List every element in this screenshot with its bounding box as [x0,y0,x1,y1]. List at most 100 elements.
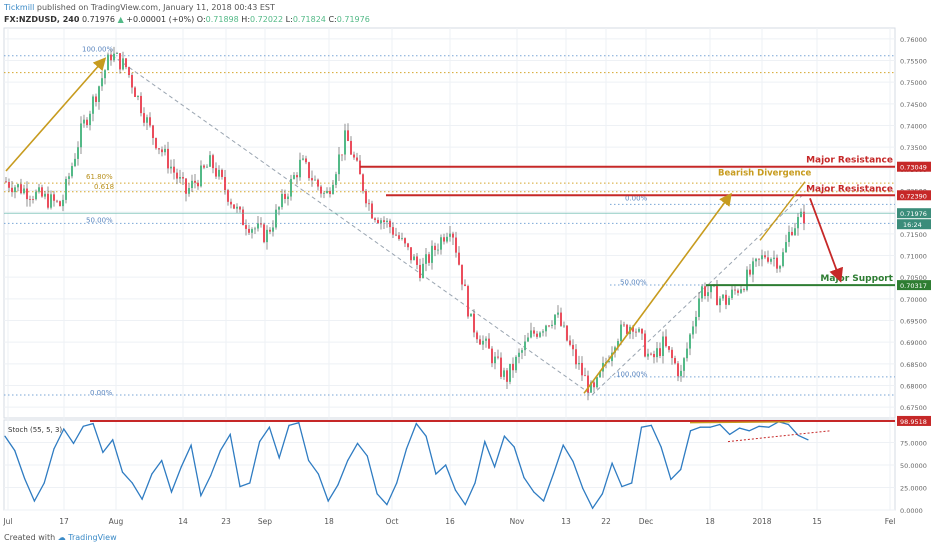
stoch-point [327,500,329,502]
support-label: Major Support [820,274,893,284]
candle-body [146,117,148,123]
candle-body [257,223,259,229]
candle-body [263,224,265,243]
candle-body [155,138,157,149]
candle-body [341,154,343,156]
close-label: C: [328,15,337,24]
stoch-point [680,468,682,471]
y-tick-label: 0.71000 [900,253,927,261]
stoch-high-tag [897,415,931,426]
candle-body [533,330,535,334]
x-tick-label: Oct [386,517,399,526]
candle-body [548,325,550,327]
stoch-point [601,493,603,495]
level-price-tag [897,161,931,172]
candle-body [380,220,382,224]
stoch-point [63,428,65,430]
candle-body [206,166,208,168]
candle-body [416,256,418,265]
stoch-point [787,423,790,426]
candle-body [569,340,571,345]
stoch-point [631,482,633,484]
candle-body [173,166,175,173]
stoch-point [131,482,133,484]
candle-body [551,324,553,326]
y-tick-label: 0.68500 [900,361,927,369]
candle-body [698,298,700,317]
candle-body [152,125,154,139]
candle-body [248,228,250,233]
candle-body [596,377,598,388]
candle-body [719,298,721,306]
stoch-point [72,442,75,444]
candle-body [470,313,472,317]
stoch-point [523,477,525,479]
candle-body [704,286,706,297]
stoch-point [180,466,182,468]
publisher-name[interactable]: Tickmill [4,3,35,12]
candle-body [482,340,484,345]
candle-body [716,286,718,306]
stoch-point [689,430,692,432]
change-value: +0.00001 (+0%) [126,15,195,24]
candle-body [53,194,55,201]
candle-body [335,174,337,185]
candle-body [338,154,340,175]
candle-body [575,349,577,365]
candle-body [680,370,682,377]
candle-body [791,231,793,236]
stoch-point [82,425,84,427]
open-value: 0.71898 [205,15,239,24]
candle-body [365,191,367,204]
candle-body [518,352,520,357]
candle-body [200,165,202,187]
candle-body [620,324,622,342]
candle-body [473,313,475,333]
candle-body [764,255,766,258]
stoch-tick-label: 50.0000 [900,462,927,470]
candle-body [428,254,430,263]
candle-body [674,358,676,364]
stoch-point [640,426,643,428]
candle-body [662,336,664,356]
stoch-point [768,426,770,428]
candle-body [140,95,142,114]
fib-label: 50.00% [86,216,113,224]
stoch-point [43,482,45,484]
x-tick-label: 15 [812,517,822,526]
candle-body [734,289,736,291]
stoch-point [484,441,486,443]
y-tick-label: 0.74000 [900,123,927,131]
candle-body [731,289,733,298]
stoch-point [210,475,212,477]
y-tick-label: 0.75500 [900,58,927,66]
candle-body [449,233,451,237]
candle-body [32,199,34,200]
candle-body [176,172,178,179]
candle-body [119,53,121,70]
candle-body [320,186,322,194]
stoch-point [591,507,594,509]
stoch-point [533,491,535,493]
candle-body [110,54,112,61]
candle-body [5,181,7,183]
tradingview-brand[interactable]: TradingView [68,533,117,542]
candle-body [443,237,445,242]
candle-body [272,227,274,232]
candle-body [374,218,376,220]
x-tick-label: Dec [639,517,654,526]
stoch-point [670,478,672,480]
published-text: published on TradingView.com, January 11… [36,3,275,12]
candle-body [746,269,748,291]
candle-body [209,155,211,167]
candle-body [653,354,655,358]
x-tick-label: Nov [510,517,525,526]
candle-body [125,58,127,68]
fib-label: 100.00% [616,371,647,379]
last-price-label: 0.71976 [900,210,927,218]
candle-body [776,257,778,269]
x-tick-label: 23 [221,517,231,526]
candle-body [395,234,397,236]
stoch-point [582,487,584,489]
